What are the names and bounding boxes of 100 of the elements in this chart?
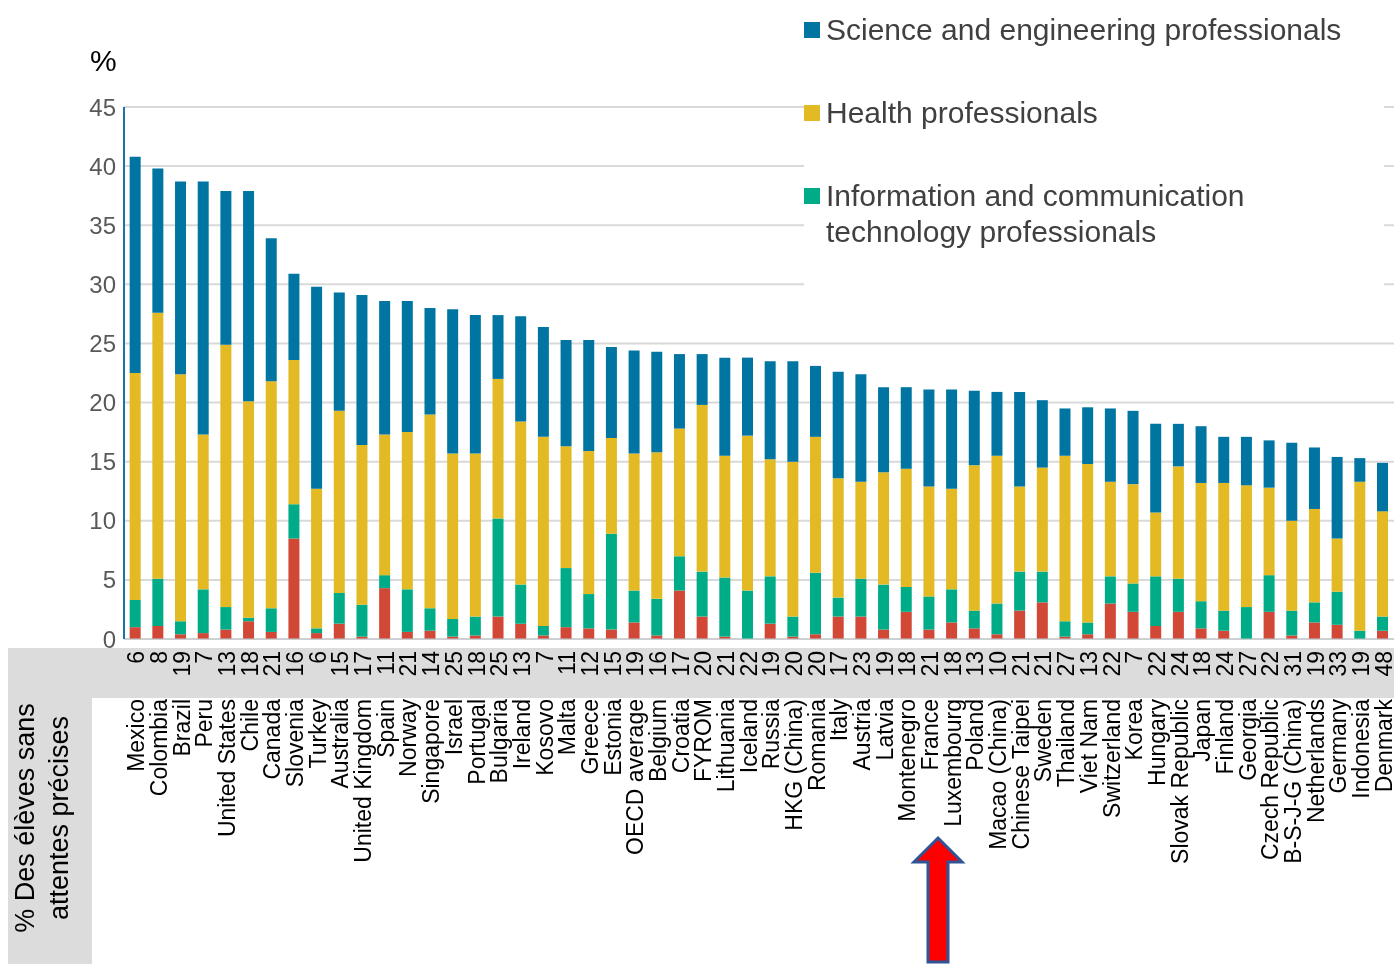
bar [1150, 626, 1162, 639]
bar [1354, 481, 1366, 631]
bar [878, 387, 890, 473]
bar [1082, 622, 1094, 635]
bar [175, 621, 187, 635]
bar [560, 339, 572, 447]
bar [605, 346, 617, 439]
bar [1127, 611, 1139, 639]
bar [1240, 607, 1252, 639]
bar [1172, 423, 1184, 467]
bar [1036, 571, 1048, 603]
bar [492, 378, 504, 519]
bar [1376, 616, 1388, 631]
bar [243, 190, 255, 402]
bar [1014, 610, 1026, 639]
bar [492, 616, 504, 639]
bar [810, 572, 822, 635]
bar [1308, 508, 1320, 603]
y-tick-label: 20 [89, 389, 116, 417]
y-tick-label: 40 [89, 152, 116, 180]
bar [832, 597, 844, 617]
bar [288, 360, 300, 505]
bar [175, 181, 187, 375]
bar [492, 315, 504, 379]
bar [968, 628, 980, 639]
bar [1331, 591, 1343, 625]
bar [1263, 440, 1275, 488]
bar [878, 584, 890, 630]
bar [560, 446, 572, 569]
bar [628, 350, 640, 454]
bar [855, 374, 867, 482]
bar [719, 455, 731, 578]
bar [1059, 455, 1071, 622]
legend-label: Health professionals [826, 95, 1098, 131]
bar [1172, 466, 1184, 579]
y-tick-label: 25 [89, 329, 116, 357]
bar [583, 594, 595, 629]
bar [1263, 575, 1275, 612]
bar [1150, 576, 1162, 626]
bar [651, 598, 663, 636]
bar [1104, 603, 1116, 639]
bar [1172, 611, 1184, 639]
x-tick-label: Macao (China) [985, 699, 1012, 850]
bar [991, 603, 1003, 635]
bar [220, 344, 232, 608]
bar [379, 434, 391, 576]
y-tick-label: 10 [89, 507, 116, 535]
bar [152, 168, 164, 313]
bar [946, 389, 958, 489]
bar [197, 589, 209, 634]
y-tick-label: 35 [89, 211, 116, 239]
bar [1263, 611, 1275, 639]
bar [832, 371, 844, 479]
bar [243, 401, 255, 618]
bar [1286, 610, 1298, 636]
bar [447, 453, 459, 619]
bar [1218, 436, 1230, 483]
x-tick-label: Portugal [463, 699, 490, 785]
bar [220, 607, 232, 630]
bar [900, 611, 912, 639]
x-tick-label: Denmark [1370, 698, 1394, 793]
bar [1150, 512, 1162, 577]
bar [787, 461, 799, 617]
bar [333, 292, 345, 411]
bar [152, 312, 164, 579]
bar [1195, 426, 1207, 483]
bar [1127, 484, 1139, 584]
bar [1218, 482, 1230, 611]
bar [628, 590, 640, 623]
bar [1263, 487, 1275, 576]
bar [1036, 467, 1048, 572]
bar [1308, 602, 1320, 623]
bar [832, 616, 844, 639]
bar [1331, 624, 1343, 639]
bar [288, 538, 300, 639]
bar [583, 339, 595, 452]
bar [515, 421, 527, 585]
bar [1082, 464, 1094, 623]
y-tick-label: 15 [89, 448, 116, 476]
bar [333, 410, 345, 593]
bar [787, 616, 799, 637]
bar [810, 436, 822, 573]
bar [968, 465, 980, 611]
bar [696, 571, 708, 617]
bar [129, 599, 141, 628]
bar [1195, 628, 1207, 639]
bar [605, 533, 617, 630]
bar [832, 478, 844, 598]
bar [1286, 520, 1298, 611]
bar [673, 354, 685, 429]
bar [197, 181, 209, 435]
bar [129, 627, 141, 639]
bar [379, 575, 391, 589]
bar [764, 623, 776, 639]
bar [447, 618, 459, 637]
bar [265, 608, 277, 632]
legend-label: Information and communication technology professionals [826, 178, 1246, 250]
bar [764, 576, 776, 624]
bar [1308, 622, 1320, 639]
bar [1354, 458, 1366, 482]
